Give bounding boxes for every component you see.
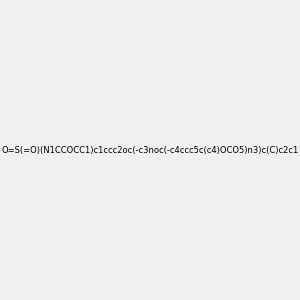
- Text: O=S(=O)(N1CCOCC1)c1ccc2oc(-c3noc(-c4ccc5c(c4)OCO5)n3)c(C)c2c1: O=S(=O)(N1CCOCC1)c1ccc2oc(-c3noc(-c4ccc5…: [2, 146, 298, 154]
